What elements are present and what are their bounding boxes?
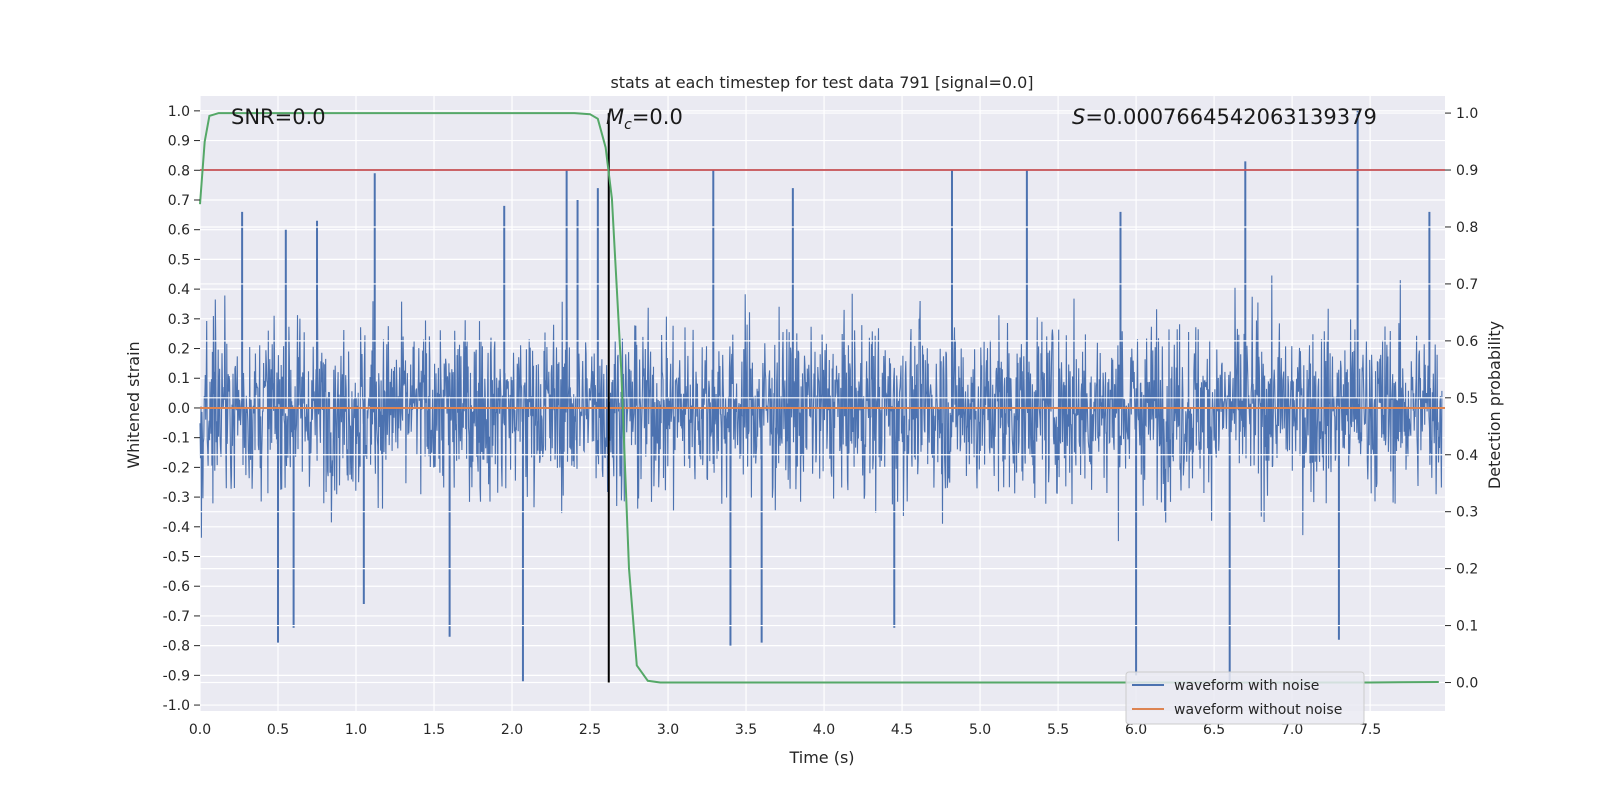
y-tick-label: -0.2 bbox=[163, 460, 190, 476]
x-tick-label: 7.0 bbox=[1281, 722, 1303, 738]
x-tick-label: 6.5 bbox=[1203, 722, 1225, 738]
y2-axis-title: Detection probability bbox=[1485, 321, 1504, 489]
x-tick-label: 0.5 bbox=[267, 722, 289, 738]
detection-probability-line bbox=[199, 112, 1439, 684]
y-tick-label: -1.0 bbox=[163, 698, 190, 714]
y-tick-label: 0.9 bbox=[168, 134, 190, 150]
y2-tick-label: 0.7 bbox=[1456, 277, 1478, 293]
y2-tick-label: 0.6 bbox=[1456, 334, 1478, 350]
legend-box bbox=[1125, 671, 1365, 725]
y-tick-label: 0.2 bbox=[168, 342, 190, 358]
x-tick-label: 4.5 bbox=[891, 722, 913, 738]
y2-tick-label: 1.0 bbox=[1456, 106, 1478, 122]
x-tick-label: 5.0 bbox=[969, 722, 991, 738]
noise-series bbox=[199, 110, 1443, 682]
y-tick-label: -0.3 bbox=[163, 490, 190, 506]
y-tick-label: -0.9 bbox=[163, 668, 190, 684]
y-tick-label: 0.6 bbox=[168, 223, 190, 239]
x-tick-label: 3.0 bbox=[657, 722, 679, 738]
y2-tick-label: 0.1 bbox=[1456, 619, 1478, 635]
x-tick-label: 1.5 bbox=[423, 722, 445, 738]
x-tick-label: 2.0 bbox=[501, 722, 523, 738]
x-axis-title: Time (s) bbox=[788, 748, 854, 767]
y2-tick-label: 0.5 bbox=[1456, 391, 1478, 407]
y2-tick-label: 0.3 bbox=[1456, 505, 1478, 521]
legend-label-clean: waveform without noise bbox=[1174, 702, 1342, 718]
legend-label-noisy: waveform with noise bbox=[1174, 678, 1319, 694]
x-tick-label: 4.0 bbox=[813, 722, 835, 738]
y-tick-label: 0.7 bbox=[168, 193, 190, 209]
y-tick-label: -0.7 bbox=[163, 609, 190, 625]
y-tick-label: 0.4 bbox=[168, 282, 190, 298]
y2-tick-label: 0.8 bbox=[1456, 220, 1478, 236]
y-tick-label: 0.0 bbox=[168, 401, 190, 417]
x-tick-label: 6.0 bbox=[1125, 722, 1147, 738]
y2-tick-label: 0.2 bbox=[1456, 562, 1478, 578]
y-axis-title: Whitened strain bbox=[124, 341, 143, 468]
x-tick-label: 3.5 bbox=[735, 722, 757, 738]
snr-annotation: SNR=0.0 bbox=[231, 105, 326, 129]
y-tick-label: -0.4 bbox=[163, 520, 190, 536]
y-tick-label: -0.6 bbox=[163, 579, 190, 595]
y-tick-label: -0.1 bbox=[163, 431, 190, 447]
y2-tick-label: 0.9 bbox=[1456, 163, 1478, 179]
chirp-mass-annotation: Mc=0.0 bbox=[606, 105, 683, 133]
y-tick-label: 0.8 bbox=[168, 163, 190, 179]
x-tick-label: 5.5 bbox=[1047, 722, 1069, 738]
y-tick-label: 0.5 bbox=[168, 252, 190, 268]
y2-tick-label: 0.4 bbox=[1456, 448, 1478, 464]
x-tick-label: 7.5 bbox=[1359, 722, 1381, 738]
y2-tick-label: 0.0 bbox=[1456, 676, 1478, 692]
score-annotation: S=0.0007664542063139379 bbox=[1072, 105, 1377, 129]
x-tick-label: 1.0 bbox=[345, 722, 367, 738]
noisy-waveform-trace bbox=[199, 275, 1443, 542]
x-tick-label: 0.0 bbox=[189, 722, 211, 738]
y-tick-label: 0.1 bbox=[168, 371, 190, 387]
x-tick-label: 2.5 bbox=[579, 722, 601, 738]
y-tick-labels: 1.0 0.9 0.8 0.7 0.6 0.5 0.4 0.3 0.2 0.1 0.0 -0.1 -0.… bbox=[163, 104, 200, 714]
y-tick-label: 0.3 bbox=[168, 312, 190, 328]
y-tick-label: -0.5 bbox=[163, 550, 190, 566]
y-tick-label: 1.0 bbox=[168, 104, 190, 120]
x-tick-labels: 0.0 0.5 1.0 1.5 2.0 2.5 3.0 3.5 4.0 4.5 5.0 5.5 6.0 6… bbox=[189, 722, 1381, 738]
chart-title: stats at each timestep for test data 791… bbox=[610, 73, 1033, 92]
legend: waveform with noise waveform without noi… bbox=[1125, 671, 1365, 725]
y2-tick-labels: 1.0 0.9 0.8 0.7 0.6 0.5 0.4 0.3 0.2 0.1 0.0 bbox=[1445, 106, 1478, 692]
y-tick-label: -0.8 bbox=[163, 639, 190, 655]
